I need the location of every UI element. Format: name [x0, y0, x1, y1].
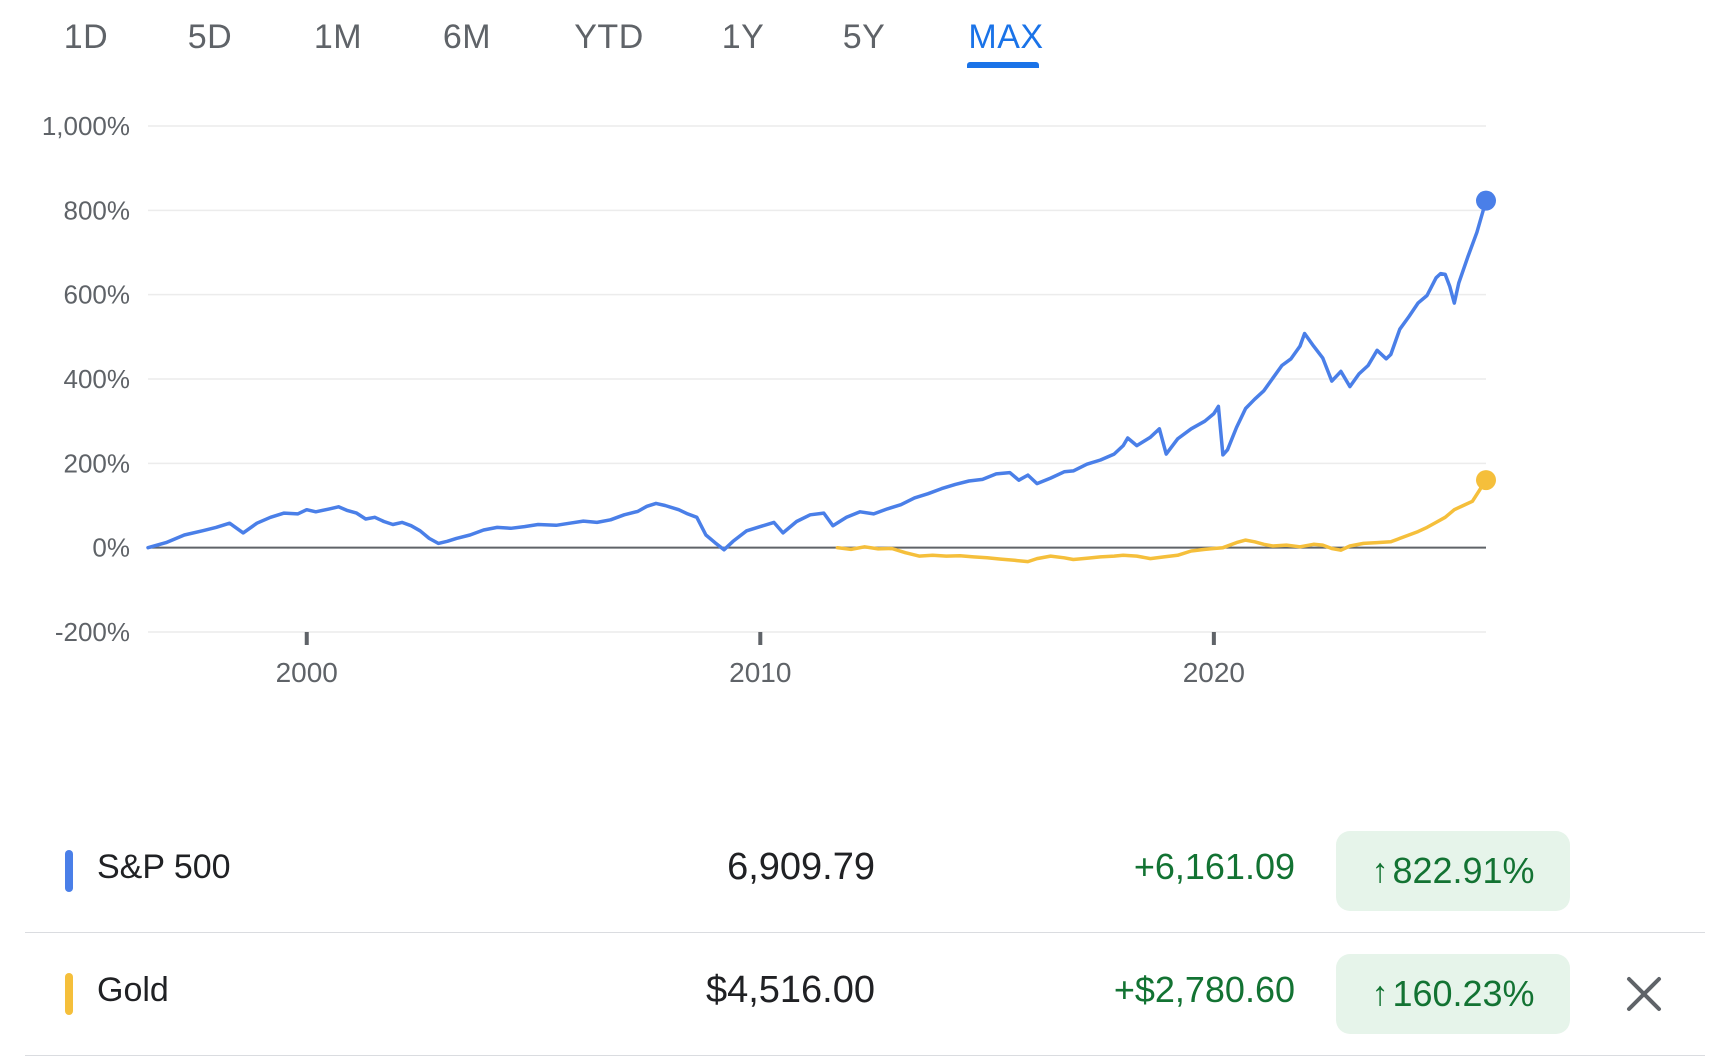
gold-color-swatch: [65, 973, 73, 1015]
gold-last-point-marker: [1476, 470, 1496, 491]
s-p-500-last-point-marker: [1476, 190, 1496, 211]
arrow-up-icon: ↑: [1371, 974, 1389, 1013]
x-tick-label: 2010: [729, 657, 791, 688]
current-price: 6,909.79: [727, 846, 875, 888]
price-change: +6,161.09: [1133, 846, 1295, 887]
range-tabs: 1D 5D 1M 6M YTD 1Y 5Y MAX: [0, 0, 1100, 80]
tab-ytd[interactable]: YTD: [574, 18, 644, 56]
sp500-color-swatch: [65, 850, 73, 892]
tab-5d[interactable]: 5D: [187, 18, 233, 56]
y-tick-label: 200%: [64, 448, 131, 478]
percent-change-badge: ↑ 822.91%: [1336, 831, 1570, 911]
grid: [148, 125, 1486, 633]
tab-1m[interactable]: 1M: [313, 18, 363, 56]
x-tick-label: 2000: [276, 657, 338, 688]
s-p-500-series-line: [146, 198, 1488, 552]
tab-6m[interactable]: 6M: [442, 18, 492, 56]
percent-change: 160.23%: [1392, 973, 1535, 1014]
tab-1d[interactable]: 1D: [63, 18, 109, 56]
y-tick-label: 0%: [92, 533, 130, 563]
current-price: $4,516.00: [705, 969, 875, 1011]
remove-comparison-close-icon[interactable]: [1621, 971, 1667, 1017]
active-tab-indicator: [967, 62, 1039, 68]
series-name: Gold: [97, 971, 169, 1009]
y-tick-label: 800%: [64, 195, 131, 225]
legend-row-sp500[interactable]: S&P 500 6,909.79 +6,161.09 ↑ 822.91%: [25, 810, 1705, 933]
comparison-line-chart[interactable]: 1,000%800%600%400%200%0%-200% 2000 2010 20…: [0, 100, 1736, 780]
x-tick-label: 2020: [1183, 657, 1245, 688]
tab-1y[interactable]: 1Y: [721, 18, 765, 56]
tab-5y[interactable]: 5Y: [842, 18, 886, 56]
series-name: S&P 500: [97, 848, 231, 886]
arrow-up-icon: ↑: [1371, 851, 1389, 890]
price-change: +$2,780.60: [1113, 969, 1295, 1010]
legend-row-gold[interactable]: Gold $4,516.00 +$2,780.60 ↑ 160.23%: [25, 933, 1705, 1056]
y-tick-label: 600%: [64, 280, 131, 310]
y-axis-ticks: 1,000% 800% 600% 400% 200% 0% -200%: [42, 111, 130, 647]
percent-change-badge: ↑ 160.23%: [1336, 954, 1570, 1034]
gold-series-line: [835, 478, 1488, 564]
x-axis-ticks: 2000 2010 2020: [276, 632, 1245, 688]
percent-change: 822.91%: [1392, 850, 1535, 891]
tab-max[interactable]: MAX: [968, 18, 1044, 56]
series-lines: [146, 190, 1496, 564]
y-tick-label: 1,000%: [42, 111, 130, 141]
y-tick-label: 400%: [64, 364, 131, 394]
y-tick-label: -200%: [55, 617, 130, 647]
